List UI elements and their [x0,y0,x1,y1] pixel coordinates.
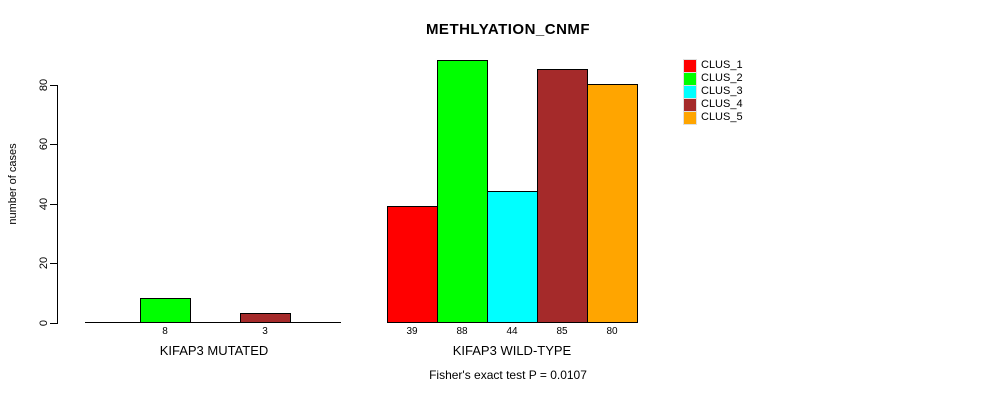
y-tick-mark [50,263,57,264]
y-tick-label: 0 [38,319,50,327]
bar-value-label: 80 [606,326,618,337]
y-axis-label: number of cases [7,143,19,225]
bar-value-label: 39 [406,326,418,337]
legend-swatch-clus_3 [683,85,697,99]
x-axis-baseline [85,322,341,323]
y-tick-label: 20 [38,256,50,270]
legend-label: CLUS_3 [701,85,743,97]
bar-clus_2 [140,298,191,323]
bar-clus_1 [387,206,438,323]
legend-label: CLUS_5 [701,111,743,123]
legend-swatch-clus_4 [683,98,697,112]
y-tick-label: 40 [38,197,50,211]
bar-value-label: 44 [506,326,518,337]
bar-clus_2 [437,60,488,323]
y-tick-mark [50,85,57,86]
legend-swatch-clus_5 [683,111,697,125]
legend-label: CLUS_4 [701,98,743,110]
legend-swatch-clus_2 [683,72,697,86]
group-label-mutated: KIFAP3 MUTATED [159,343,269,358]
chart-title: METHLYATION_CNMF [425,21,591,38]
y-axis-line [57,85,58,324]
y-tick-label: 60 [38,137,50,151]
bar-value-label: 85 [556,326,568,337]
bar-clus_5 [587,84,638,323]
bar-value-label: 3 [262,326,268,337]
bar-clus_4 [240,313,291,323]
group-label-wild-type: KIFAP3 WILD-TYPE [452,343,572,358]
fisher-test-caption: Fisher's exact test P = 0.0107 [429,368,587,382]
legend-label: CLUS_1 [701,59,743,71]
y-tick-label: 80 [38,78,50,92]
y-tick-mark [50,144,57,145]
bar-clus_3 [487,191,538,323]
legend-label: CLUS_2 [701,72,743,84]
y-tick-mark [50,204,57,205]
legend-swatch-clus_1 [683,59,697,73]
bar-value-label: 88 [456,326,468,337]
y-tick-mark [50,323,57,324]
bar-value-label: 8 [162,326,168,337]
bar-clus_4 [537,69,588,323]
